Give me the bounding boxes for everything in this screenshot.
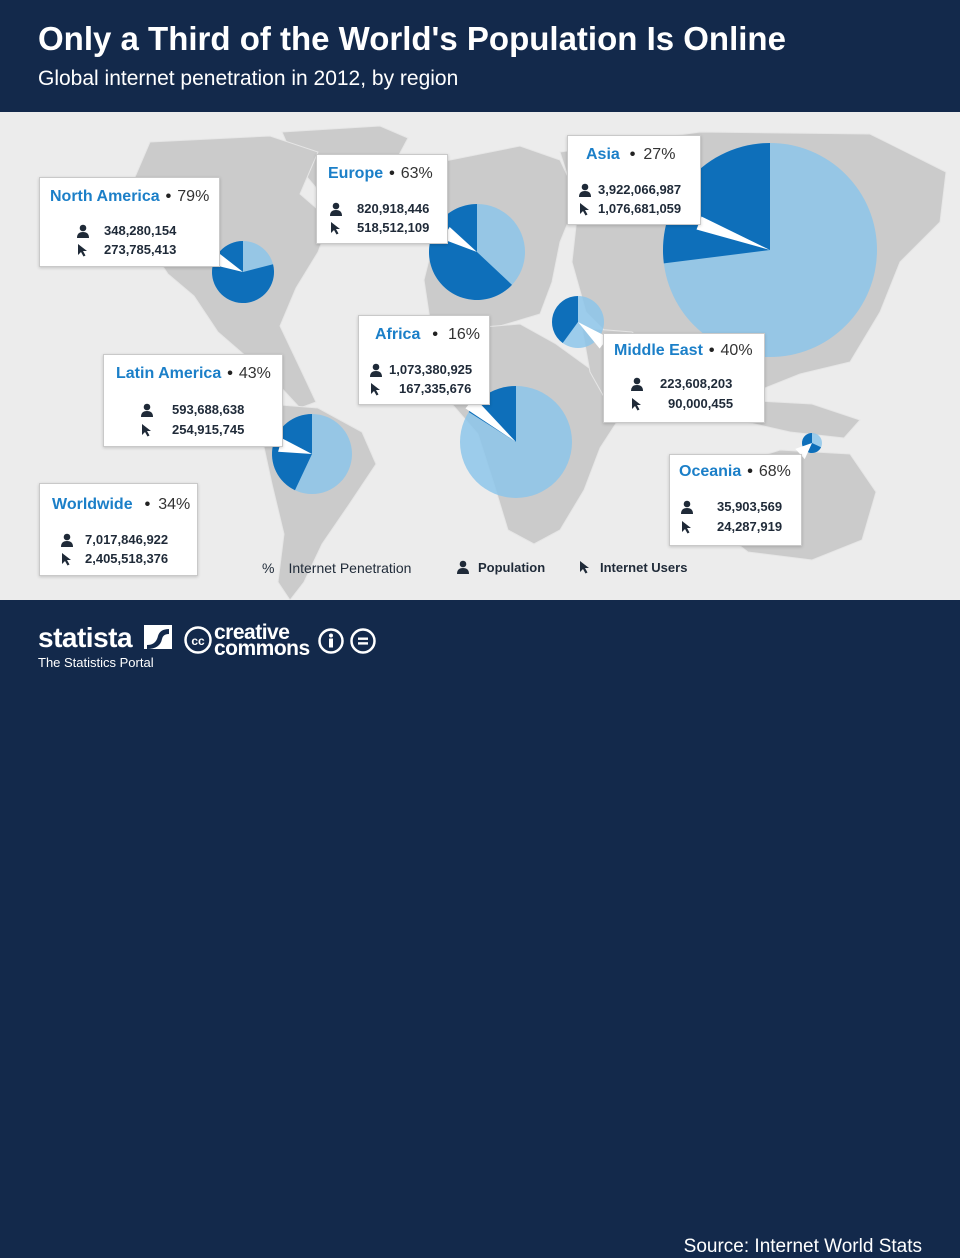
region-pies xyxy=(212,143,877,498)
page-subtitle: Global internet penetration in 2012, by … xyxy=(38,67,459,90)
cursor-icon xyxy=(371,383,380,396)
callout-worldwide: Worldwide • 34% 7,017,846,922 2,405,518,37… xyxy=(39,483,198,576)
cursor-icon xyxy=(331,222,340,235)
region-name: North America xyxy=(50,188,160,205)
region-penetration: 43% xyxy=(238,365,271,382)
callout-asia: Asia • 27% 3,922,066,987 1,076,681,059 xyxy=(567,135,701,225)
region-name: Latin America xyxy=(116,365,222,382)
users-value: 518,512,109 xyxy=(357,220,430,235)
users-value: 2,405,518,376 xyxy=(85,551,169,566)
region-name: Africa xyxy=(375,326,421,343)
connector-oceania xyxy=(795,443,812,460)
region-penetration: 68% xyxy=(758,463,791,480)
region-name: Asia xyxy=(586,146,620,163)
cursor-icon xyxy=(580,203,589,216)
svg-text:cc: cc xyxy=(191,634,205,648)
legend-penetration: % Internet Penetration xyxy=(262,560,411,576)
users-value: 24,287,919 xyxy=(717,519,783,534)
cursor-icon xyxy=(682,521,691,534)
person-icon xyxy=(141,403,153,417)
statista-tagline: The Statistics Portal xyxy=(38,655,154,670)
cursor-icon xyxy=(78,244,87,257)
users-value: 1,076,681,059 xyxy=(598,201,682,216)
region-penetration: 79% xyxy=(177,188,210,205)
person-icon xyxy=(681,500,693,514)
percent-icon: % xyxy=(262,560,275,576)
connector-europe xyxy=(442,227,477,252)
population-value: 223,608,203 xyxy=(660,376,733,391)
person-icon xyxy=(330,202,342,216)
callout-latin-america: Latin America • 43% 593,688,638 254,915,74… xyxy=(103,354,283,447)
population-value: 348,280,154 xyxy=(104,223,177,238)
region-name: Middle East xyxy=(614,342,703,359)
legend-users: Internet Users xyxy=(578,560,687,575)
callout-europe: Europe • 63% 820,918,446 518,512,109 xyxy=(316,154,448,244)
attribution-icon xyxy=(318,628,344,654)
legend-population-label: Population xyxy=(478,560,546,575)
cursor-icon xyxy=(62,553,71,566)
region-penetration: 34% xyxy=(158,496,191,513)
region-penetration: 16% xyxy=(447,326,480,343)
callout-north-america: North America • 79% 348,280,154 273,785,41… xyxy=(39,177,220,267)
person-icon xyxy=(631,377,643,391)
region-penetration: 40% xyxy=(720,342,753,359)
region-penetration: 63% xyxy=(400,165,433,182)
cursor-icon xyxy=(580,561,589,574)
region-name: Oceania xyxy=(679,463,742,480)
pie-north-america-penetration xyxy=(212,241,275,303)
population-value: 820,918,446 xyxy=(357,201,430,216)
person-icon xyxy=(370,363,382,377)
no-derivatives-icon xyxy=(350,628,376,654)
region-name: Worldwide xyxy=(52,496,133,513)
region-name: Europe xyxy=(328,165,384,182)
footer: statista The Statistics Portal cc creati… xyxy=(0,600,960,1257)
population-value: 35,903,569 xyxy=(717,499,783,514)
creative-commons-icon: cc xyxy=(184,626,212,654)
source-note: Source: Internet World Stats xyxy=(683,1236,922,1257)
legend-population: Population xyxy=(456,560,545,575)
users-value: 254,915,745 xyxy=(172,422,245,437)
cursor-icon xyxy=(142,424,151,437)
page-title: Only a Third of the World's Population I… xyxy=(38,20,786,57)
connector-middle-east xyxy=(578,322,609,349)
header: Only a Third of the World's Population I… xyxy=(0,0,960,112)
person-icon xyxy=(457,560,469,574)
region-penetration: 27% xyxy=(643,146,676,163)
connector-latin-america xyxy=(278,438,312,454)
legend-users-label: Internet Users xyxy=(600,560,688,575)
population-value: 593,688,638 xyxy=(172,402,245,417)
pie-asia-penetration xyxy=(662,143,770,264)
person-icon xyxy=(77,224,89,238)
population-value: 1,073,380,925 xyxy=(389,362,473,377)
statista-logo[interactable]: statista xyxy=(38,622,133,653)
callout-oceania: Oceania • 68% 35,903,569 24,287,919 xyxy=(669,454,802,546)
person-icon xyxy=(579,183,591,197)
label-connectors xyxy=(210,216,812,460)
users-value: 90,000,455 xyxy=(668,396,734,411)
creative-commons-wordmark[interactable]: creative commons xyxy=(214,621,310,660)
legend-penetration-label: Internet Penetration xyxy=(288,560,412,576)
callout-africa: Africa • 16% 1,073,380,925 167,335,676 xyxy=(358,315,490,405)
callout-middle-east: Middle East • 40% 223,608,203 90,000,455 xyxy=(603,333,765,423)
population-value: 3,922,066,987 xyxy=(598,182,682,197)
connector-africa xyxy=(465,397,516,442)
users-value: 167,335,676 xyxy=(399,381,472,396)
population-value: 7,017,846,922 xyxy=(85,532,169,547)
users-value: 273,785,413 xyxy=(104,242,177,257)
cursor-icon xyxy=(632,398,641,411)
person-icon xyxy=(61,533,73,547)
pie-middle-east-penetration xyxy=(552,296,578,344)
connector-asia xyxy=(696,216,770,250)
statista-logo-icon xyxy=(144,625,172,649)
world-map-panel: North America • 79% 348,280,154 273,785,41… xyxy=(0,112,960,600)
